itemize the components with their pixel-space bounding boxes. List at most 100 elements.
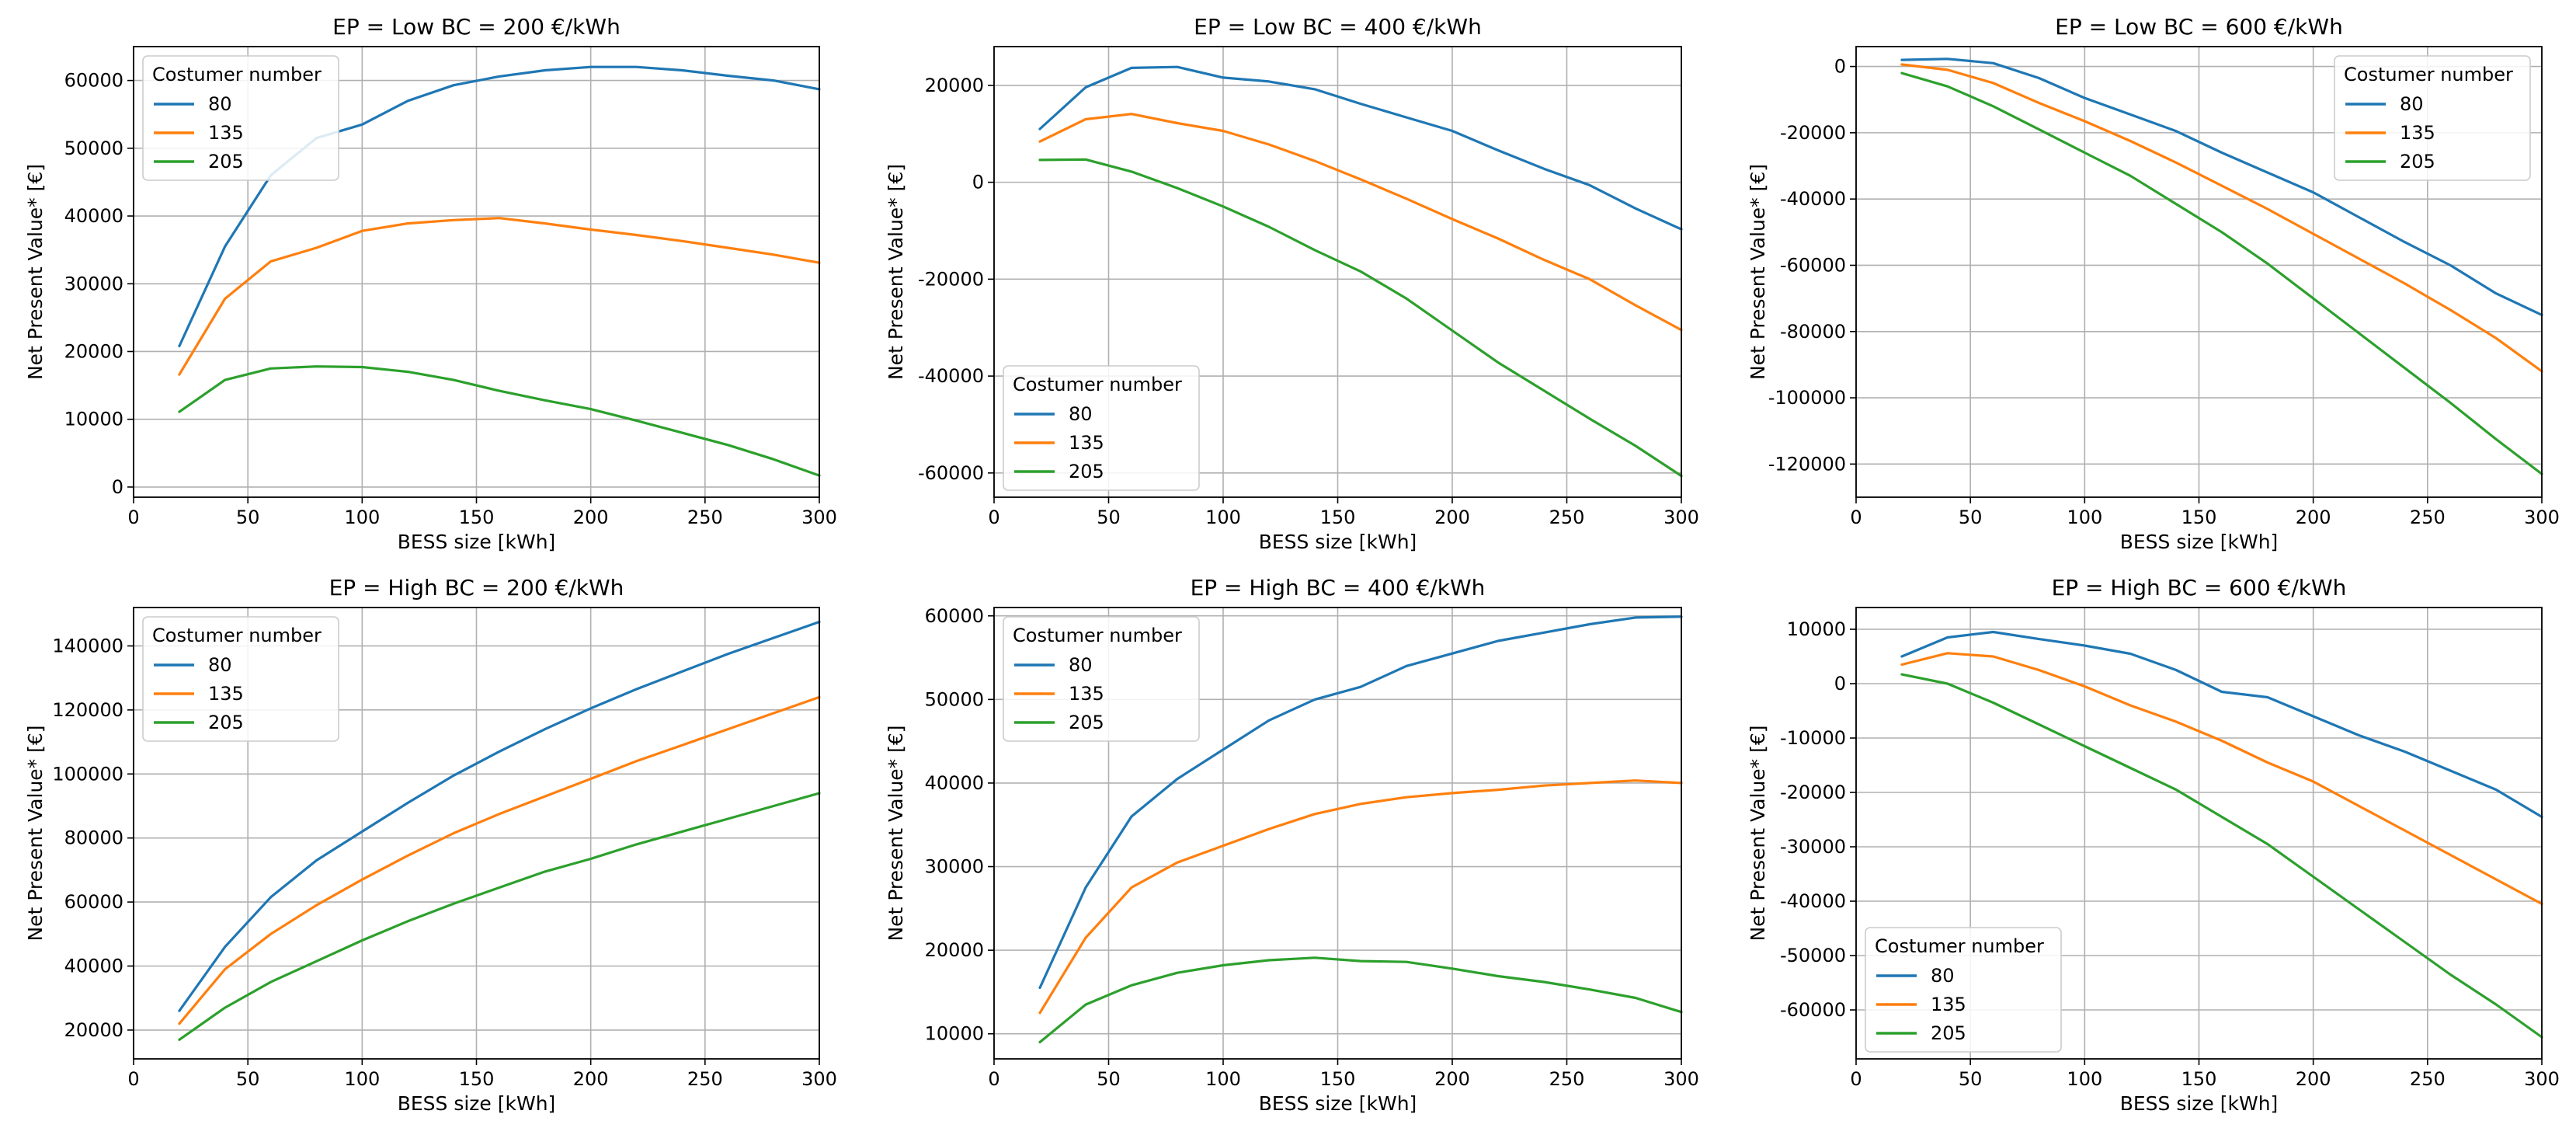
chart-title: EP = Low BC = 400 €/kWh xyxy=(1194,14,1482,40)
y-tick-label: 20000 xyxy=(64,340,123,362)
x-tick-label: 0 xyxy=(988,1068,999,1090)
legend-label: 135 xyxy=(208,122,244,144)
x-tick-label: 0 xyxy=(127,1068,139,1090)
x-tick-label: 100 xyxy=(1205,507,1241,528)
y-tick-label: -50000 xyxy=(1780,945,1846,966)
x-tick-label: 50 xyxy=(1959,507,1983,528)
legend-title: Costumer number xyxy=(152,64,322,85)
legend-label: 205 xyxy=(1931,1022,1966,1044)
y-tick-label: -60000 xyxy=(1780,999,1846,1021)
y-tick-label: -20000 xyxy=(1780,782,1846,803)
y-tick-label: 10000 xyxy=(64,409,123,430)
legend-label: 205 xyxy=(2400,151,2435,172)
legend-label: 205 xyxy=(208,712,244,733)
legend-box xyxy=(1003,365,1200,491)
x-tick-label: 50 xyxy=(236,507,260,528)
legend-label: 80 xyxy=(1069,654,1093,676)
series-line-80 xyxy=(1038,65,1683,231)
y-tick-label: -40000 xyxy=(918,365,984,387)
x-tick-label: 300 xyxy=(2524,1068,2560,1090)
series-line-135 xyxy=(1900,63,2543,373)
y-tick-label: -40000 xyxy=(1780,188,1846,210)
y-tick-label: 100000 xyxy=(52,763,123,785)
x-tick-label: 250 xyxy=(1549,507,1585,528)
legend-box xyxy=(1003,616,1200,742)
legend-label: 135 xyxy=(208,683,244,705)
chart-panel-5: 0 50 100 150 200 250 300 10000 20000 30000 40000 50… xyxy=(885,575,1699,1115)
x-tick-label: 150 xyxy=(459,1068,495,1090)
y-tick-label: 0 xyxy=(112,476,123,498)
chart-panel-3: 0 50 100 150 200 250 300 -120000 -100000 -80000 -6… xyxy=(1747,14,2560,553)
legend: Costumer number 80 135 205 xyxy=(142,55,339,181)
y-tick-label: 0 xyxy=(972,172,984,193)
x-tick-label: 100 xyxy=(344,507,380,528)
y-tick-label: -20000 xyxy=(1780,122,1846,144)
legend: Costumer number 80 135 205 xyxy=(2334,55,2531,181)
x-axis-label: BESS size [kWh] xyxy=(398,531,556,553)
series-line-80 xyxy=(1900,57,2543,316)
y-tick-label: 20000 xyxy=(925,939,984,961)
chart-panel-4: 0 50 100 150 200 250 300 20000 40000 60000 80000 10… xyxy=(24,575,837,1115)
legend-label: 205 xyxy=(1069,461,1104,482)
series-line-135 xyxy=(178,217,821,376)
legend: Costumer number 80 135 205 xyxy=(1865,927,2062,1053)
x-tick-label: 150 xyxy=(2181,507,2217,528)
x-tick-label: 100 xyxy=(344,1068,380,1090)
y-tick-label: 20000 xyxy=(925,75,984,96)
y-tick-label: -40000 xyxy=(1780,890,1846,912)
legend-title: Costumer number xyxy=(1013,374,1182,395)
x-tick-label: 200 xyxy=(2296,507,2331,528)
y-tick-label: 10000 xyxy=(1787,618,1846,640)
legend-title: Costumer number xyxy=(152,625,322,646)
x-axis-label: BESS size [kWh] xyxy=(1259,1092,1417,1115)
y-tick-label: -10000 xyxy=(1780,727,1846,749)
y-tick-label: 40000 xyxy=(64,205,123,227)
legend-label: 80 xyxy=(208,654,232,676)
y-tick-label: 30000 xyxy=(64,273,123,294)
x-tick-label: 300 xyxy=(2524,507,2560,528)
x-tick-label: 250 xyxy=(687,1068,723,1090)
y-tick-label: 30000 xyxy=(925,856,984,878)
chart-panel-1: 0 50 100 150 200 250 300 0 10000 20000 30000 40000 5… xyxy=(24,14,837,553)
x-tick-label: 300 xyxy=(1663,1068,1699,1090)
y-tick-label: 120000 xyxy=(52,699,123,721)
x-tick-label: 250 xyxy=(2410,1068,2446,1090)
series-line-205 xyxy=(178,792,821,1041)
series-line-135 xyxy=(1038,779,1683,1015)
x-tick-label: 250 xyxy=(1549,1068,1585,1090)
y-tick-label: -60000 xyxy=(918,462,984,484)
legend-label: 135 xyxy=(1069,683,1104,705)
legend-title: Costumer number xyxy=(1013,625,1182,646)
y-tick-label: -60000 xyxy=(1780,254,1846,276)
chart-panel-6: 0 50 100 150 200 250 300 -60000 -50000 -40000 -300… xyxy=(1747,575,2560,1115)
y-tick-label: 60000 xyxy=(925,605,984,627)
y-axis-label: Net Present Value* [€] xyxy=(1747,164,1769,380)
chart-title: EP = Low BC = 600 €/kWh xyxy=(2055,14,2343,40)
x-tick-label: 200 xyxy=(1434,1068,1470,1090)
y-tick-label: 40000 xyxy=(64,956,123,977)
y-tick-label: 50000 xyxy=(925,688,984,710)
series-line-205 xyxy=(1900,673,2543,1039)
x-tick-label: 250 xyxy=(2410,507,2446,528)
legend: Costumer number 80 135 205 xyxy=(1003,365,1200,491)
x-tick-label: 50 xyxy=(1959,1068,1983,1090)
legend-box xyxy=(142,616,339,742)
x-tick-label: 250 xyxy=(687,507,723,528)
legend-label: 135 xyxy=(1069,432,1104,454)
legend-label: 80 xyxy=(1069,403,1093,425)
x-tick-label: 300 xyxy=(1663,507,1699,528)
y-axis-label: Net Present Value* [€] xyxy=(885,725,907,941)
x-tick-label: 150 xyxy=(1320,507,1356,528)
x-tick-label: 300 xyxy=(801,1068,837,1090)
y-tick-label: -120000 xyxy=(1768,453,1846,475)
x-axis-label: BESS size [kWh] xyxy=(398,1092,556,1115)
y-tick-label: 60000 xyxy=(64,891,123,913)
series-line-205 xyxy=(1900,71,2543,475)
x-axis-label: BESS size [kWh] xyxy=(2120,531,2279,553)
legend-label: 80 xyxy=(208,93,232,115)
x-tick-label: 50 xyxy=(236,1068,260,1090)
legend-box xyxy=(142,55,339,181)
x-tick-label: 100 xyxy=(1205,1068,1241,1090)
chart-panel-2: 0 50 100 150 200 250 300 -60000 -40000 -20000 0 200… xyxy=(885,14,1699,553)
